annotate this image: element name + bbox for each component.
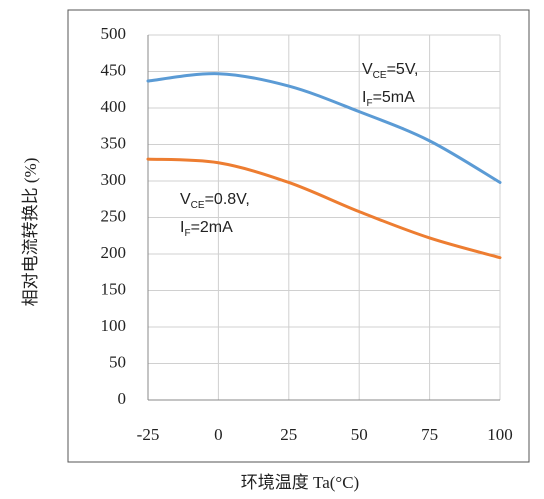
y-tick-label: 300 <box>101 170 127 189</box>
annotation-base: V <box>180 191 191 208</box>
annotation-text: =5mA <box>373 89 416 106</box>
annotation: VCE=0.8V, <box>180 191 250 210</box>
annotation: VCE=5V, <box>362 61 418 80</box>
annotation-base: I <box>180 219 184 236</box>
x-tick-label: 25 <box>280 425 297 444</box>
annotation-text: =5V, <box>387 61 419 78</box>
x-tick-label: 0 <box>214 425 223 444</box>
annotation: IF=5mA <box>362 89 415 108</box>
annotation-sub: CE <box>191 200 205 211</box>
x-axis-label: 环境温度 Ta(°C) <box>241 473 359 492</box>
annotation-base: I <box>362 89 366 106</box>
annotation-text: =0.8V, <box>205 191 250 208</box>
annotation-sub: F <box>366 98 372 109</box>
y-tick-label: 150 <box>101 279 127 298</box>
series-line <box>146 72 502 184</box>
y-tick-label: 500 <box>101 24 127 43</box>
y-tick-label: 0 <box>118 389 127 408</box>
annotation-sub: CE <box>373 70 387 81</box>
y-tick-label: 100 <box>101 316 127 335</box>
y-tick-label: 50 <box>109 352 126 371</box>
x-tick-label: -25 <box>137 425 160 444</box>
y-tick-label: 400 <box>101 97 127 116</box>
y-tick-label: 350 <box>101 133 127 152</box>
y-tick-label: 250 <box>101 206 127 225</box>
annotation-text: =2mA <box>191 219 234 236</box>
annotation-base: V <box>362 61 373 78</box>
y-tick-label: 450 <box>101 60 127 79</box>
x-tick-label: 75 <box>421 425 438 444</box>
series-line <box>146 157 502 260</box>
y-axis-label: 相对电流转换比 (%) <box>21 158 40 307</box>
annotation: IF=2mA <box>180 219 233 238</box>
y-tick-label: 200 <box>101 243 127 262</box>
x-tick-label: 100 <box>487 425 513 444</box>
annotation-sub: F <box>184 228 190 239</box>
chart-frame <box>67 9 530 463</box>
x-tick-label: 50 <box>351 425 368 444</box>
